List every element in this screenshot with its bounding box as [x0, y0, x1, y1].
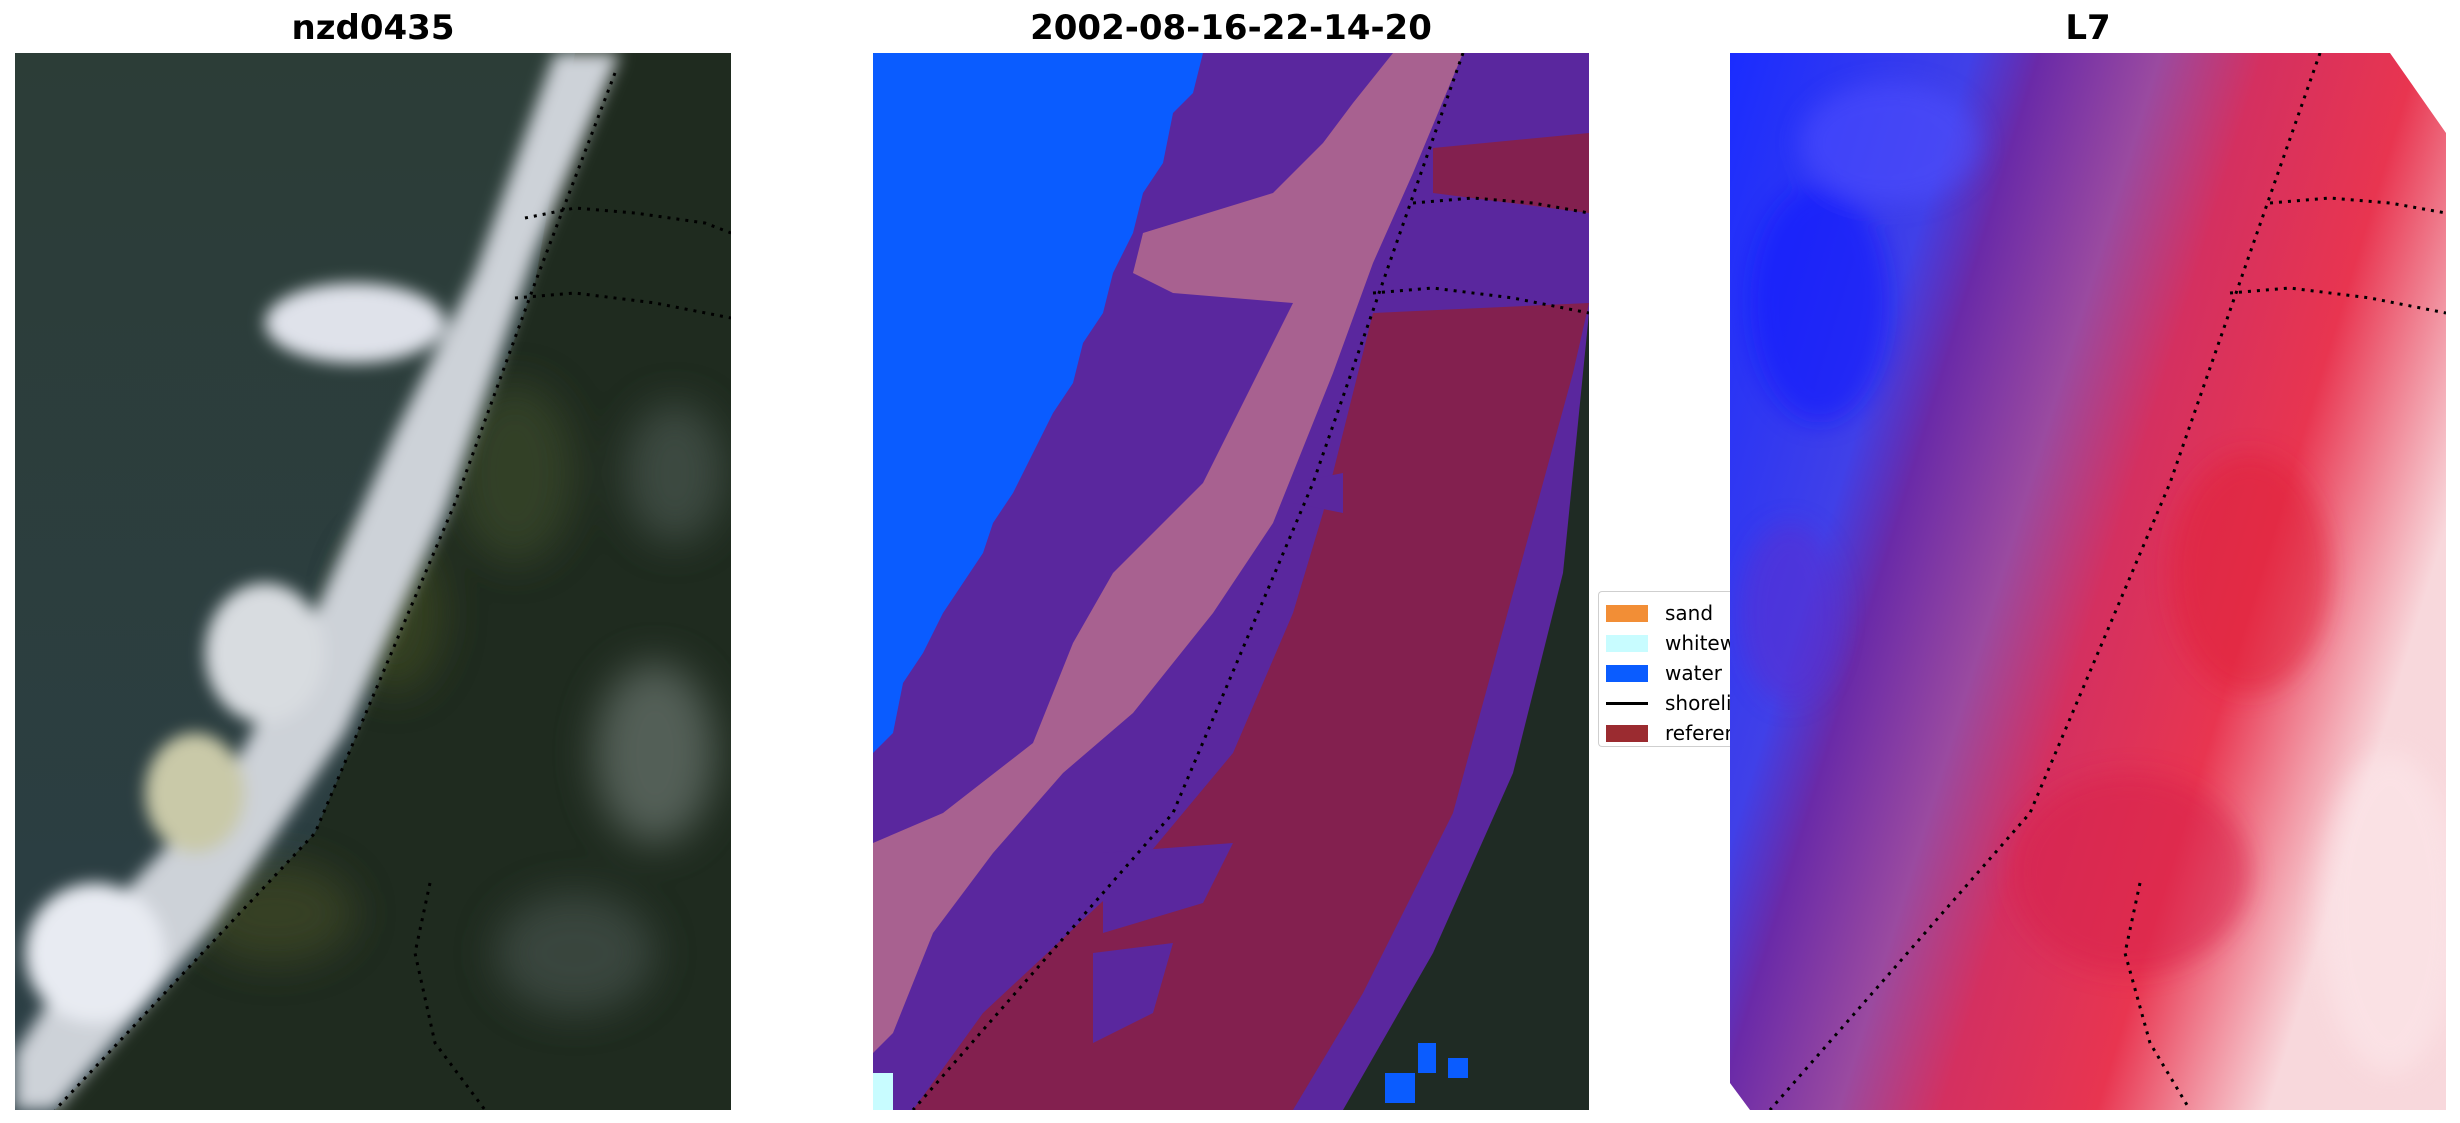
legend-swatch-whitewater	[1606, 634, 1648, 652]
classified-overlay-image	[873, 53, 1589, 1110]
legend-item-water: water	[1599, 658, 1730, 688]
legend-label: reference	[1665, 721, 1730, 745]
index-heatmap-image	[1730, 53, 2446, 1110]
legend-swatch-reference	[1606, 724, 1648, 742]
panel-title-classification: 2002-08-16-22-14-20	[1030, 8, 1432, 48]
legend-swatch-sand	[1606, 604, 1648, 622]
legend-swatch-shoreline	[1606, 701, 1648, 705]
panel-title-rgb: nzd0435	[291, 8, 455, 48]
rgb-satellite-image	[15, 53, 731, 1110]
legend-label: sand	[1665, 601, 1714, 625]
legend-label: shoreline	[1665, 691, 1730, 715]
legend-label: water	[1665, 661, 1722, 685]
legend-item-sand: sand	[1599, 598, 1730, 628]
panel-title-index: L7	[2065, 8, 2111, 48]
legend-item-reference: reference	[1599, 718, 1730, 746]
legend-item-shoreline: shoreline	[1599, 688, 1730, 718]
legend-swatch-water	[1606, 664, 1648, 682]
